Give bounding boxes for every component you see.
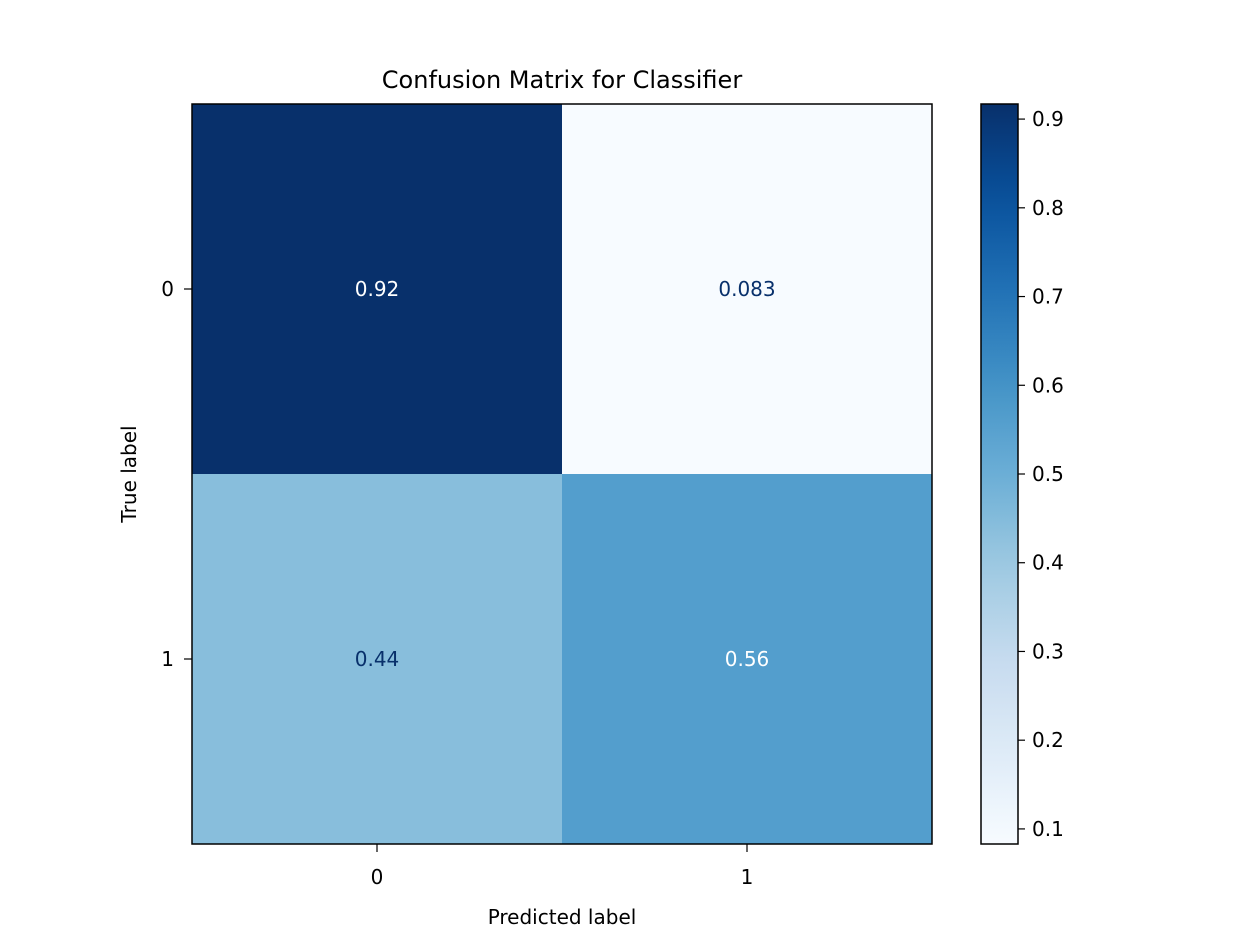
colorbar-tick-label: 0.2 xyxy=(1032,728,1064,752)
heatmap-cell-labels: 0.92 0.083 0.44 0.56 xyxy=(355,277,776,671)
cell-value-label: 0.083 xyxy=(718,277,775,301)
colorbar-tick-label: 0.1 xyxy=(1032,817,1064,841)
colorbar-tick-label: 0.7 xyxy=(1032,285,1064,309)
colorbar-tick-label: 0.9 xyxy=(1032,107,1064,131)
y-tick-label: 1 xyxy=(161,647,174,671)
colorbar-tick-label: 0.8 xyxy=(1032,196,1064,220)
x-axis-label: Predicted label xyxy=(488,905,637,929)
cell-value-label: 0.56 xyxy=(725,647,770,671)
x-tick-label: 1 xyxy=(741,865,754,889)
y-axis-ticks: 01 xyxy=(161,277,192,671)
heatmap-cell xyxy=(562,104,932,474)
y-tick-label: 0 xyxy=(161,277,174,301)
y-axis-label: True label xyxy=(117,425,141,523)
colorbar-tick-label: 0.4 xyxy=(1032,551,1064,575)
cell-value-label: 0.92 xyxy=(355,277,400,301)
heatmap-cells xyxy=(192,104,932,844)
heatmap-cell xyxy=(192,474,562,844)
chart-title: Confusion Matrix for Classifier xyxy=(382,66,743,94)
heatmap-cell xyxy=(562,474,932,844)
cell-value-label: 0.44 xyxy=(355,647,400,671)
plot-frame xyxy=(191,103,933,845)
colorbar-tick-label: 0.5 xyxy=(1032,462,1064,486)
heatmap-cell xyxy=(192,104,562,474)
colorbar-tick-label: 0.3 xyxy=(1032,639,1064,663)
colorbar-ticks: 0.1 0.2 0.3 0.4 0.5 0.6 0.7 0.8 0.9 xyxy=(1018,107,1064,841)
colorbar xyxy=(980,103,1019,845)
x-tick-label: 0 xyxy=(371,865,384,889)
colorbar-tick-label: 0.6 xyxy=(1032,373,1064,397)
